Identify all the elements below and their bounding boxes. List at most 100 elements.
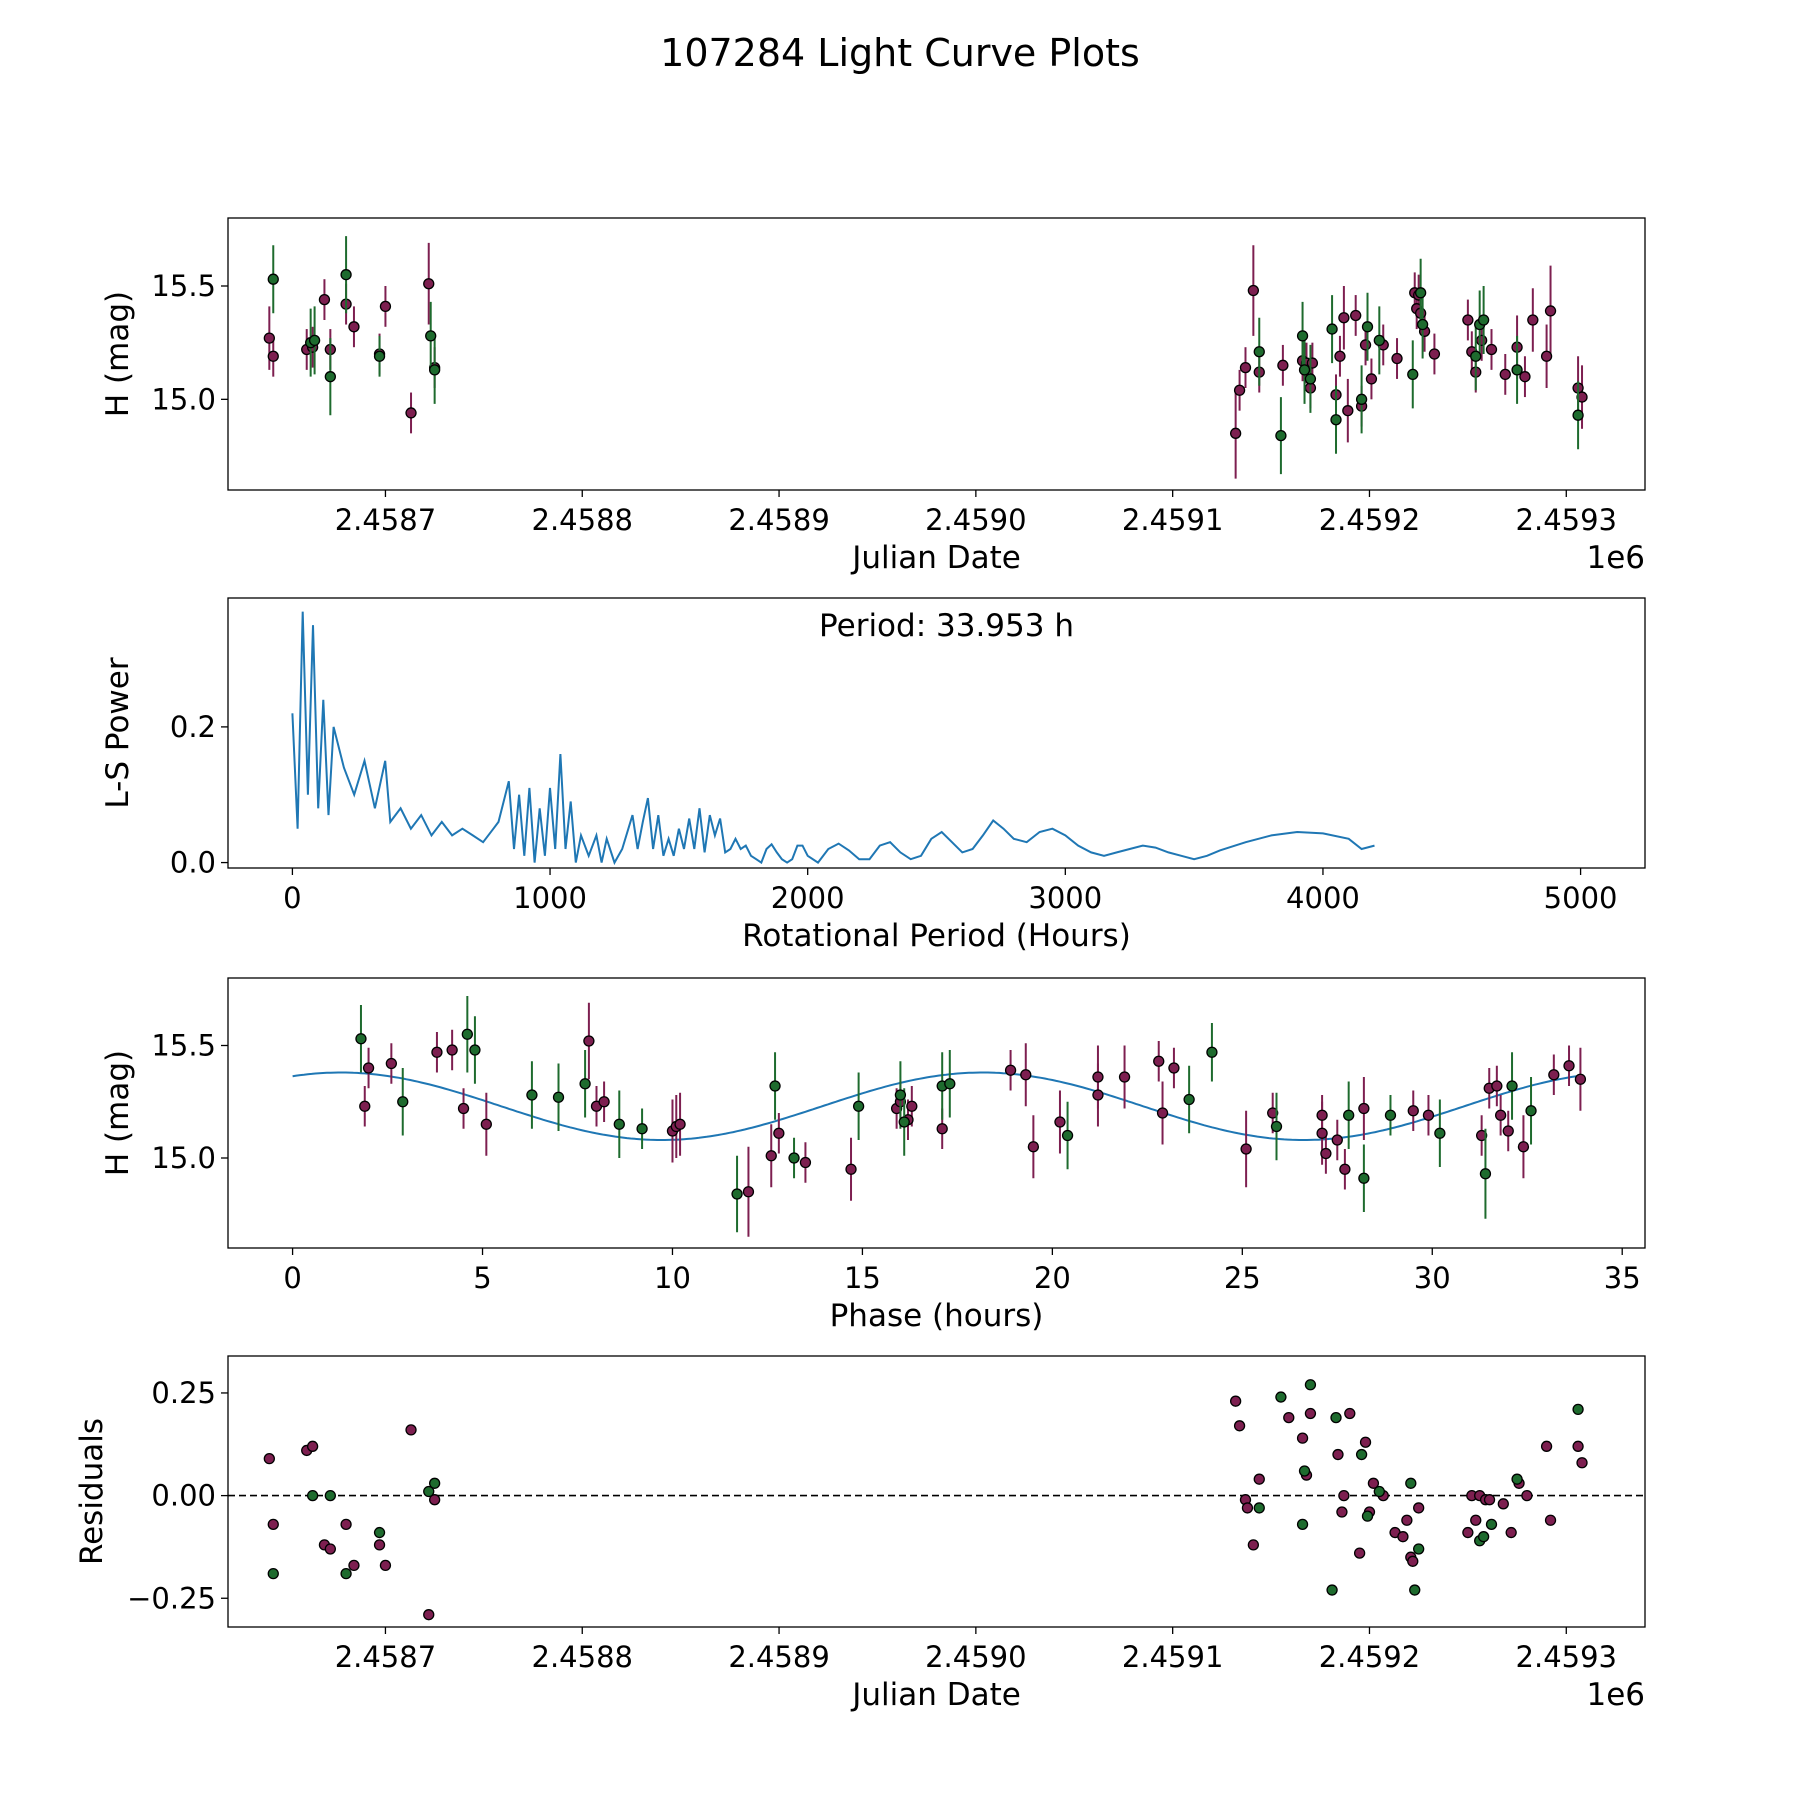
data-point-green [340, 1567, 352, 1580]
phased-curve-panel: 0 5 10 15 20 25 30 35 15.0 15.5 Phase (hours) H (ma… [100, 977, 1646, 1334]
x-tick-label: 35 [1604, 1261, 1641, 1295]
data-point-purple [1576, 391, 1588, 403]
data-point-purple [845, 1163, 857, 1175]
data-point-purple [1475, 1129, 1488, 1142]
data-point-purple [1367, 1477, 1380, 1489]
data-point-purple [1168, 1062, 1180, 1074]
axes-frame [227, 1355, 1646, 1628]
data-point-green [1477, 314, 1490, 326]
data-point-green [1525, 1105, 1537, 1117]
data-point-green [852, 1100, 865, 1112]
data-point-purple [1336, 1506, 1348, 1518]
data-point-purple [1267, 1107, 1279, 1119]
x-tick-label: 2.4590 [925, 503, 1026, 537]
data-point-purple [1156, 1107, 1169, 1119]
data-point-purple [1283, 1411, 1295, 1424]
x-tick-label: 2.4588 [532, 1640, 633, 1674]
x-tick-label: 3000 [1028, 881, 1102, 915]
data-point-green [1298, 364, 1311, 376]
y-axis-label: H (mag) [100, 1050, 136, 1176]
data-point-purple [1054, 1116, 1066, 1128]
data-point-purple [1544, 1514, 1557, 1526]
data-point-purple [742, 1186, 755, 1198]
x-tick-label: 30 [1414, 1261, 1451, 1295]
data-point-green [1253, 1502, 1265, 1514]
data-point-green [423, 1485, 435, 1498]
data-point-green [1304, 1379, 1317, 1391]
data-point-purple [1397, 1531, 1409, 1543]
data-point-purple [1334, 350, 1346, 362]
data-point-purple [1527, 314, 1539, 326]
data-point-purple [1574, 1073, 1587, 1085]
data-point-purple [1020, 1069, 1032, 1081]
data-point-purple [1413, 1502, 1425, 1514]
data-point-purple [1470, 1514, 1482, 1526]
y-tick-label: 15.0 [151, 1141, 216, 1175]
x-tick-label: 2.4587 [335, 1640, 436, 1674]
data-point-purple [431, 1046, 443, 1058]
data-point-purple [1344, 1407, 1356, 1420]
data-point-green [1414, 287, 1427, 299]
data-point-purple [1118, 1071, 1131, 1083]
data-point-purple [1422, 1109, 1435, 1121]
x-tick-label: 2.4590 [925, 1640, 1026, 1674]
data-point-purple [1239, 361, 1252, 374]
data-point-purple [1247, 1539, 1260, 1551]
data-point-purple [1483, 1494, 1496, 1506]
data-point-purple [423, 1609, 435, 1621]
data-point-green [1358, 1172, 1370, 1184]
y-axis-label: L-S Power [100, 657, 136, 808]
x-tick-label: 2.4592 [1319, 1640, 1420, 1674]
x-tick-label: 2000 [771, 881, 845, 915]
data-point-green [552, 1091, 565, 1103]
data-point-purple [1494, 1109, 1507, 1121]
data-point-green [1270, 1120, 1283, 1133]
data-point-green [1326, 1584, 1338, 1596]
data-point-purple [765, 1150, 777, 1162]
data-point-purple [1485, 343, 1498, 356]
x-offset-label: 1e6 [1586, 1677, 1645, 1713]
data-point-purple [1365, 373, 1378, 385]
x-tick-label: 2.4593 [1516, 1640, 1617, 1674]
data-point-purple [1491, 1080, 1503, 1092]
plot-area [228, 1379, 1645, 1621]
data-point-purple [1499, 368, 1511, 381]
data-point-purple [1353, 1547, 1366, 1559]
periodogram-line [291, 611, 1375, 866]
data-point-purple [1339, 1163, 1351, 1175]
data-point-green [397, 1096, 409, 1108]
data-point-purple [1240, 1143, 1252, 1155]
data-point-green [894, 1089, 907, 1101]
data-point-purple [1359, 1436, 1372, 1448]
data-point-green [1330, 1411, 1342, 1424]
data-point-green [1296, 1518, 1309, 1530]
data-point-green [1416, 318, 1429, 331]
x-axis-label: Rotational Period (Hours) [742, 918, 1131, 954]
data-point-purple [936, 1123, 948, 1135]
data-point-green [267, 1567, 279, 1580]
x-tick-label: 15 [844, 1261, 881, 1295]
data-point-green [1413, 1543, 1425, 1555]
data-point-purple [1027, 1141, 1040, 1153]
data-point-green [1183, 1093, 1195, 1106]
x-tick-label: 2.4591 [1122, 503, 1223, 537]
data-point-purple [362, 1062, 375, 1074]
data-point-purple [1358, 1102, 1370, 1115]
data-point-purple [1253, 1473, 1265, 1485]
data-point-purple [1229, 1395, 1242, 1407]
data-point-purple [1502, 1125, 1514, 1137]
x-axis-label: Julian Date [850, 1677, 1021, 1713]
data-point-green [731, 1188, 743, 1200]
data-point-green [267, 273, 279, 285]
data-point-purple [446, 1044, 458, 1056]
x-axis-label: Phase (hours) [830, 1298, 1044, 1334]
data-point-purple [1428, 348, 1441, 360]
lightcurve-panel: 2.4587 2.4588 2.4589 2.4590 2.4591 2.4592 2.45… [100, 217, 1646, 576]
data-point-green [324, 371, 336, 383]
x-tick-label: 1000 [513, 881, 587, 915]
data-point-green [1304, 373, 1317, 385]
x-axis-label: Julian Date [850, 540, 1021, 576]
x-tick-label: 5000 [1544, 881, 1618, 915]
x-tick-label: 2.4593 [1516, 503, 1617, 537]
data-point-purple [1572, 1440, 1584, 1452]
